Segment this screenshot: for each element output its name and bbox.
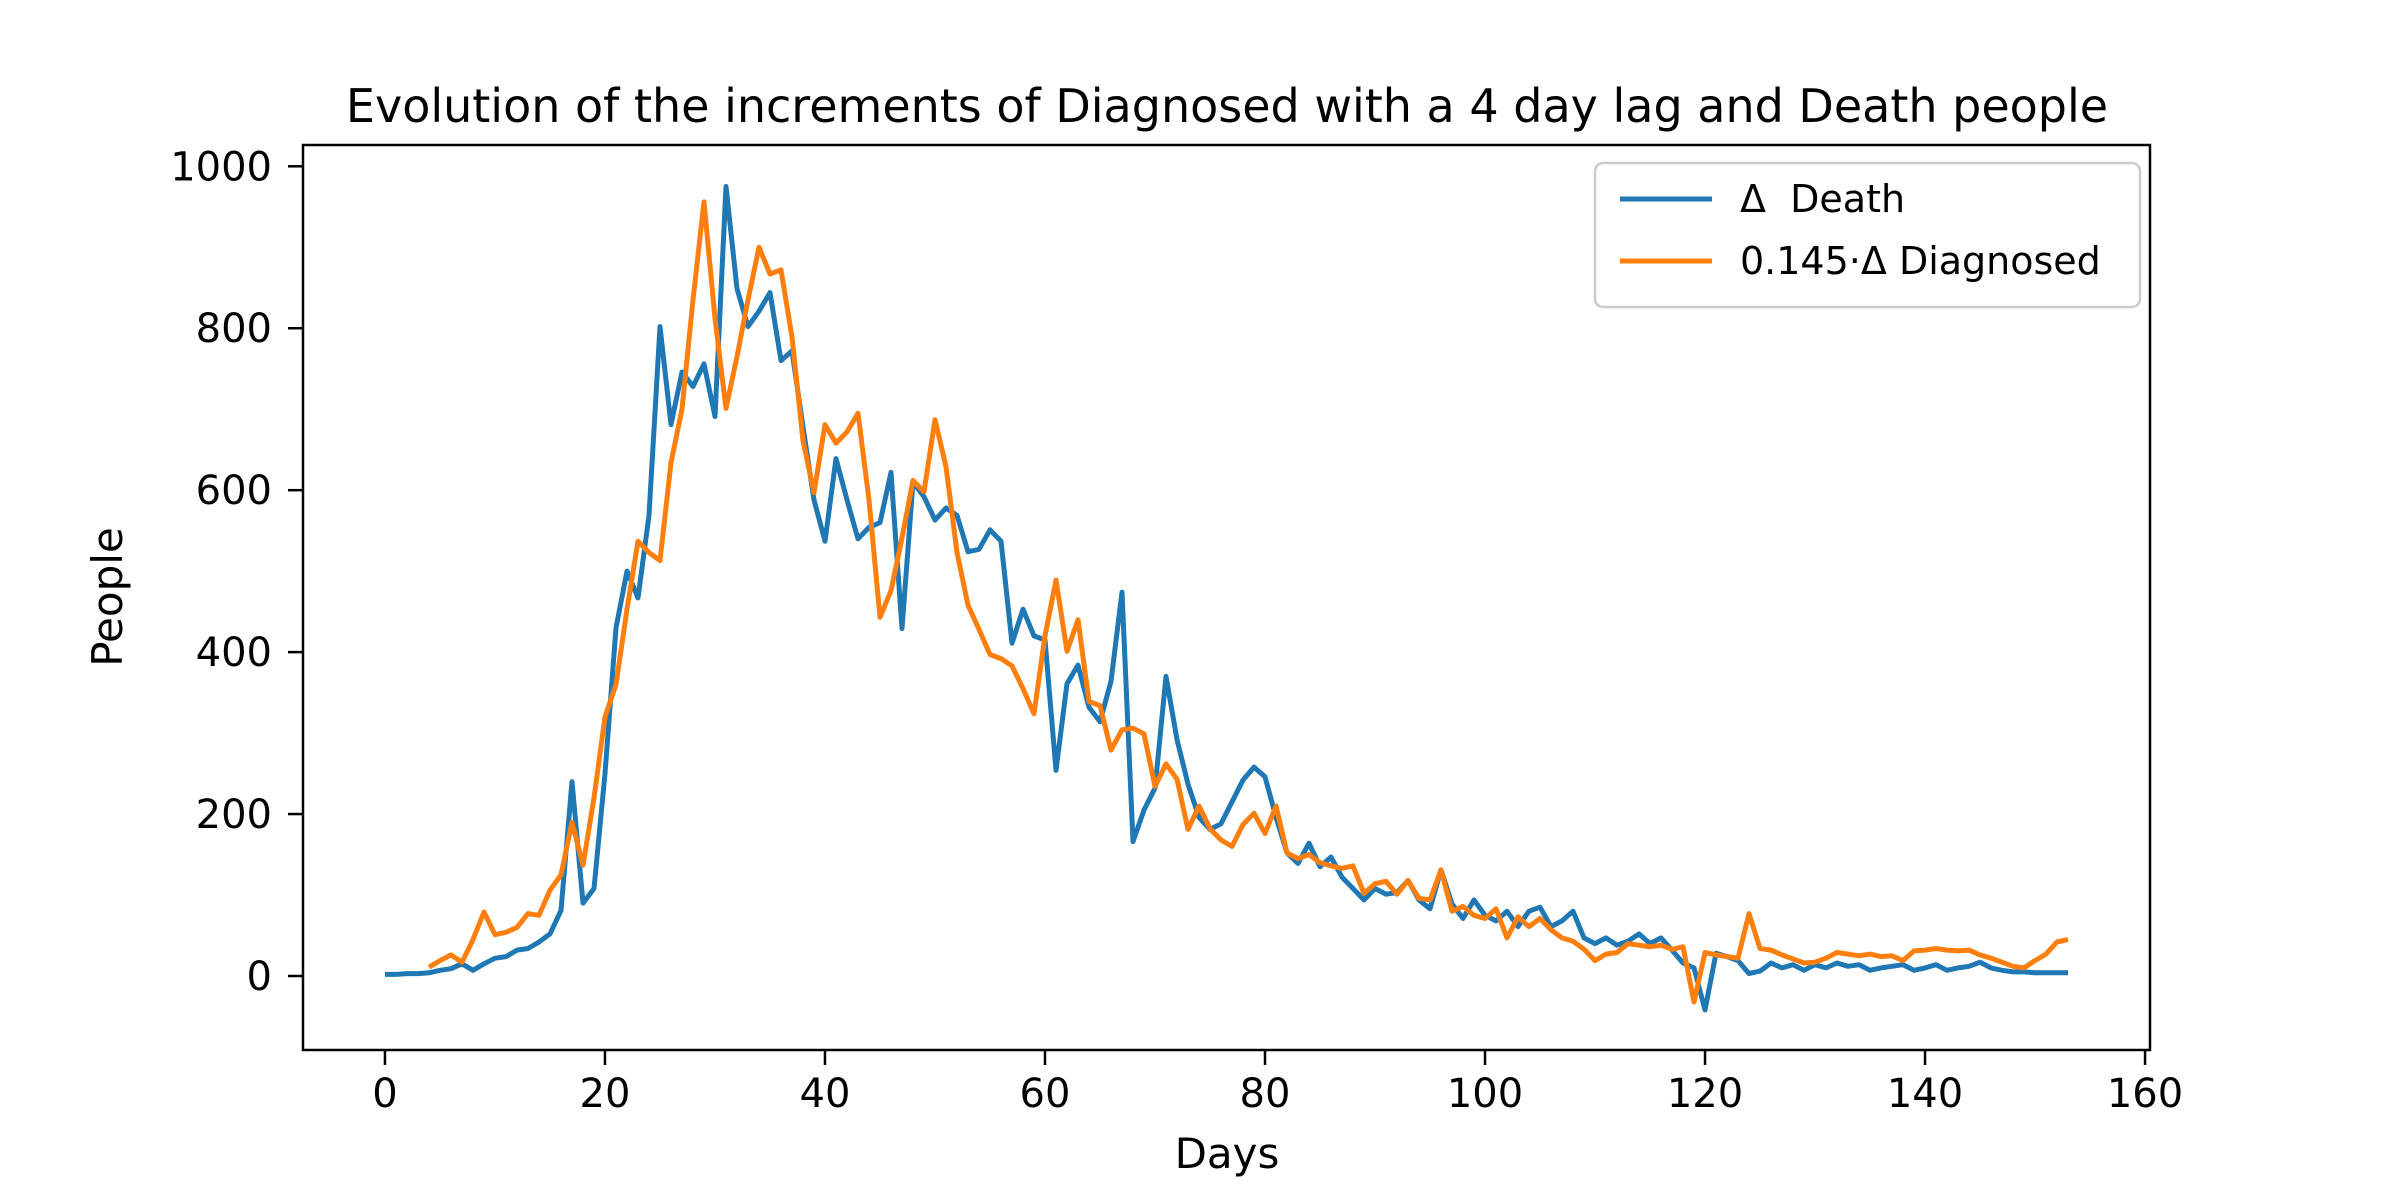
chart-title: Evolution of the increments of Diagnosed… — [346, 79, 2108, 133]
legend: Δ Death 0.145·Δ Diagnosed — [1593, 161, 2142, 309]
x-tick-label: 20 — [580, 1071, 631, 1117]
x-axis-label: Days — [1175, 1129, 1280, 1178]
y-tick-label: 1000 — [170, 144, 272, 190]
y-tick-label: 600 — [196, 468, 272, 514]
legend-label-1: 0.145·Δ Diagnosed — [1740, 239, 2101, 283]
y-tick-label: 0 — [247, 954, 272, 1000]
axis-ticks: 0 20 40 60 80 100 120 140 160 0 200 400 600 800 1000 — [170, 144, 2183, 1117]
plot-area — [301, 143, 2152, 1052]
legend-label-0: Δ Death — [1740, 177, 1905, 221]
x-tick-label: 120 — [1667, 1071, 1743, 1117]
y-tick-label: 400 — [196, 630, 272, 676]
x-tick-label: 60 — [1020, 1071, 1071, 1117]
x-tick-label: 160 — [2107, 1071, 2183, 1117]
y-axis-label: People — [83, 527, 132, 667]
y-tick-label: 800 — [196, 306, 272, 352]
line-series-0 — [385, 184, 2068, 1013]
x-tick-label: 40 — [800, 1071, 851, 1117]
x-tick-label: 0 — [372, 1071, 397, 1117]
x-tick-label: 100 — [1447, 1071, 1523, 1117]
line-series-1 — [427, 199, 2069, 1005]
y-tick-label: 200 — [196, 792, 272, 838]
x-tick-label: 140 — [1887, 1071, 1963, 1117]
x-tick-label: 80 — [1240, 1071, 1291, 1117]
data-lines — [385, 184, 2069, 1013]
legend-box — [1593, 161, 2142, 309]
